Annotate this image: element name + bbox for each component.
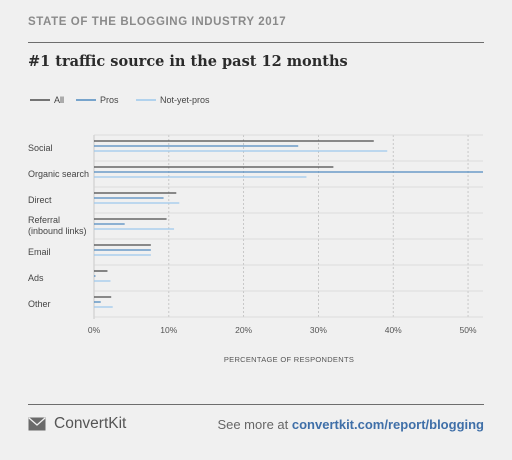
x-tick-label-1: 10% — [160, 325, 177, 335]
cta-prefix: See more at — [217, 417, 292, 432]
header-rule — [28, 42, 484, 43]
chart-grid — [93, 135, 469, 319]
legend-label-1: Pros — [100, 95, 119, 105]
mail-icon — [28, 417, 46, 431]
report-link[interactable]: See more at convertkit.com/report/bloggi… — [217, 417, 484, 432]
category-label-0: Social — [28, 143, 53, 153]
x-axis-label: PERCENTAGE OF RESPONDENTS — [224, 355, 354, 364]
chart-title: #1 traffic source in the past 12 months — [28, 53, 348, 70]
report-url[interactable]: convertkit.com/report/blogging — [291, 417, 484, 432]
category-label-1: Organic search — [28, 169, 89, 179]
report-kicker: STATE OF THE BLOGGING INDUSTRY 2017 — [28, 16, 287, 28]
chart-rows: Social Organic search Direct Referral (inbou… — [28, 134, 483, 318]
category-label-4: Email — [28, 247, 51, 257]
x-tick-label-2: 20% — [235, 325, 252, 335]
category-label-6: Other — [28, 299, 51, 309]
chart-bars — [94, 140, 483, 308]
x-tick-label-3: 30% — [310, 325, 327, 335]
legend: All Pros Not-yet-pros — [30, 95, 210, 105]
brand-name: ConvertKit — [54, 415, 127, 432]
category-label-5: Ads — [28, 273, 44, 283]
category-label-2: Direct — [28, 195, 52, 205]
bar-chart: All Pros Not-yet-pros Social Organic search… — [28, 95, 483, 364]
footer-rule — [28, 404, 484, 405]
x-tick-label-4: 40% — [385, 325, 402, 335]
x-tick-label-0: 0% — [88, 325, 101, 335]
x-tick-label-5: 50% — [460, 325, 477, 335]
category-label-3: Referral (inbound links) — [28, 215, 87, 236]
brand-logo[interactable]: ConvertKit — [28, 415, 126, 433]
legend-label-0: All — [54, 95, 64, 105]
legend-label-2: Not-yet-pros — [160, 95, 210, 105]
x-axis-ticks: 0% 10% 20% 30% 40% 50% — [88, 325, 477, 335]
